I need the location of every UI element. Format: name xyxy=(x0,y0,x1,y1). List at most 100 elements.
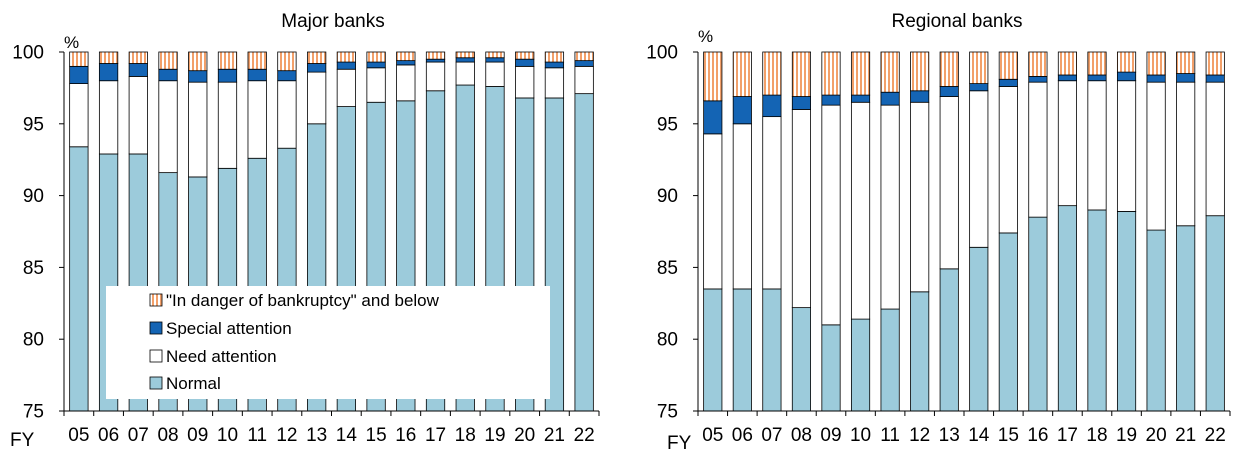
bar-normal xyxy=(998,232,1018,412)
bar-need xyxy=(366,67,386,103)
x-tick-label: 16 xyxy=(1027,425,1048,446)
bar-danger xyxy=(158,51,178,70)
y-tick-label: 90 xyxy=(23,186,44,207)
y-tick-label: 80 xyxy=(657,330,678,351)
y-tick-label: 75 xyxy=(657,402,678,423)
bar-special xyxy=(574,60,594,67)
bar-need xyxy=(574,65,594,95)
bar-special xyxy=(1176,73,1196,83)
bar-danger xyxy=(336,51,356,63)
bar-need xyxy=(544,67,565,99)
bar-normal xyxy=(1205,215,1225,412)
y-unit-label: % xyxy=(64,33,79,52)
x-tick-label: 18 xyxy=(1086,425,1107,446)
bar-need xyxy=(1057,80,1078,207)
y-tick-label: 75 xyxy=(23,402,44,423)
x-tick-label: 22 xyxy=(1205,425,1226,446)
x-tick-label: 18 xyxy=(455,425,476,446)
bar-normal xyxy=(1087,209,1107,412)
bar-danger xyxy=(455,51,475,59)
bar-special xyxy=(128,63,148,77)
y-tick-label: 90 xyxy=(657,186,678,207)
bar-need xyxy=(1176,81,1196,227)
x-tick-label: 20 xyxy=(1146,425,1167,446)
bar-normal xyxy=(880,308,900,412)
bar-need xyxy=(98,80,119,155)
bar-need xyxy=(69,83,89,148)
bar-special xyxy=(762,94,782,118)
bar-need xyxy=(396,64,416,102)
x-tick-label: 15 xyxy=(366,425,387,446)
bar-special xyxy=(910,90,930,103)
bar-special xyxy=(307,63,327,73)
bar-need xyxy=(277,80,297,149)
bar-need xyxy=(336,68,356,107)
bar-special xyxy=(703,100,723,135)
x-tick-label: 20 xyxy=(514,425,535,446)
bar-need xyxy=(703,133,723,290)
bar-danger xyxy=(732,51,752,97)
bar-need xyxy=(850,101,871,320)
x-tick-label: 13 xyxy=(939,425,960,446)
bar-normal xyxy=(1116,210,1137,412)
bar-special xyxy=(880,91,900,106)
bar-danger xyxy=(1205,51,1225,76)
bar-special xyxy=(1146,74,1166,83)
y-tick-label: 85 xyxy=(23,258,44,279)
bar-special xyxy=(158,68,178,82)
bar-special xyxy=(98,63,119,82)
bar-danger xyxy=(880,51,900,93)
bar-special xyxy=(366,61,386,69)
x-tick-label: 11 xyxy=(880,425,900,446)
x-tick-label: 16 xyxy=(395,425,416,446)
bar-danger xyxy=(544,51,565,63)
bar-need xyxy=(1146,81,1166,231)
bar-danger xyxy=(217,51,238,70)
x-tick-label: 07 xyxy=(761,425,782,446)
bar-special xyxy=(188,70,208,83)
bar-danger xyxy=(98,51,119,64)
bar-need xyxy=(425,61,446,92)
bar-need xyxy=(880,104,900,310)
legend-label-danger: "In danger of bankruptcy" and below xyxy=(166,291,440,310)
bar-special xyxy=(1028,76,1048,83)
bar-need xyxy=(969,90,989,248)
bar-normal xyxy=(574,93,594,412)
x-tick-label: 11 xyxy=(247,425,267,446)
axes-group: 05 06 07 08 09 10 11 12 13 14 15 16 17 18 19 20 21 22 75 80… xyxy=(646,43,1231,446)
x-tick-label: 22 xyxy=(574,425,595,446)
x-tick-label: 08 xyxy=(791,425,812,446)
x-tick-label: 17 xyxy=(1057,425,1078,446)
bar-need xyxy=(998,86,1018,234)
bar-danger xyxy=(1087,51,1107,76)
bar-danger xyxy=(821,51,841,96)
x-tick-label: 06 xyxy=(98,425,119,446)
bar-need xyxy=(247,80,267,159)
bar-special xyxy=(425,58,446,63)
bar-special xyxy=(939,86,959,97)
x-tick-label: 08 xyxy=(157,425,178,446)
bar-need xyxy=(821,104,841,326)
bar-need xyxy=(1087,80,1107,211)
legend-label-special: Special attention xyxy=(166,319,292,338)
bar-danger xyxy=(69,51,89,67)
bar-normal xyxy=(1028,216,1048,412)
bar-normal xyxy=(1176,225,1196,412)
bar-danger xyxy=(485,51,505,59)
x-tick-label: 21 xyxy=(544,425,565,446)
bar-danger xyxy=(515,51,535,60)
legend-swatch-special xyxy=(149,321,163,335)
bar-special xyxy=(247,68,267,82)
bar-special xyxy=(732,96,752,125)
x-tick-label: 15 xyxy=(998,425,1019,446)
x-tick-label: 13 xyxy=(306,425,327,446)
bar-special xyxy=(515,58,535,67)
x-tick-label: 06 xyxy=(732,425,753,446)
chart-title: Major banks xyxy=(281,11,385,32)
bar-danger xyxy=(425,51,446,60)
bar-danger xyxy=(277,51,297,72)
y-tick-label: 100 xyxy=(12,43,44,64)
y-unit-label: % xyxy=(698,27,713,46)
bar-need xyxy=(1205,81,1225,217)
bar-need xyxy=(455,61,475,86)
